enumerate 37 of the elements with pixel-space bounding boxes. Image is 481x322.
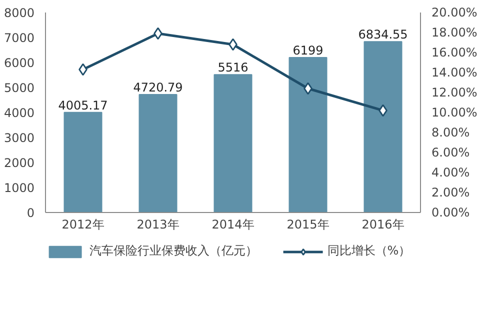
y-tick-label: 8000 <box>4 6 35 20</box>
data-label: 4720.79 <box>133 80 183 94</box>
data-label: 6199 <box>292 44 324 58</box>
y-tick-label: 3000 <box>4 131 35 145</box>
y2-tick-label: 8.00% <box>432 126 470 140</box>
bar <box>214 74 252 212</box>
data-label: 6834.55 <box>358 28 408 42</box>
bar <box>138 94 178 212</box>
y2-tick-label: 4.00% <box>432 166 470 180</box>
legend-label: 汽车保险行业保费收入（亿元） <box>89 242 258 260</box>
y-tick-label: 0 <box>26 206 35 220</box>
bar <box>288 57 328 212</box>
y-tick-label: 7000 <box>4 31 35 45</box>
x-tick-label: 2016年 <box>362 218 404 232</box>
y2-tick-label: 16.00% <box>432 46 478 60</box>
y2-tick-label: 10.00% <box>432 106 478 120</box>
y-tick-label: 5000 <box>4 81 35 95</box>
bar <box>364 41 402 212</box>
data-label: 5516 <box>218 60 248 75</box>
y-tick-label: 6000 <box>4 56 35 70</box>
legend-label: 同比增长（%） <box>327 242 411 260</box>
y-tick-label: 2000 <box>4 156 35 170</box>
y2-tick-label: 12.00% <box>432 86 478 100</box>
x-tick-label: 2014年 <box>212 218 254 232</box>
y2-tick-label: 18.00% <box>432 26 478 40</box>
x-tick-label: 2012年 <box>62 218 104 232</box>
x-tick-label: 2013年 <box>136 218 180 232</box>
y2-tick-label: 6.00% <box>432 146 470 160</box>
data-label: 4005.17 <box>58 98 108 112</box>
y2-tick-label: 20.00% <box>432 6 478 20</box>
x-tick-label: 2015年 <box>286 218 330 232</box>
y-tick-label: 1000 <box>4 181 35 195</box>
bar <box>64 112 102 212</box>
y-tick-label: 4000 <box>4 106 35 120</box>
y2-tick-label: 2.00% <box>432 186 470 200</box>
y2-tick-label: 14.00% <box>432 66 478 80</box>
y2-tick-label: 0.00% <box>432 206 470 220</box>
